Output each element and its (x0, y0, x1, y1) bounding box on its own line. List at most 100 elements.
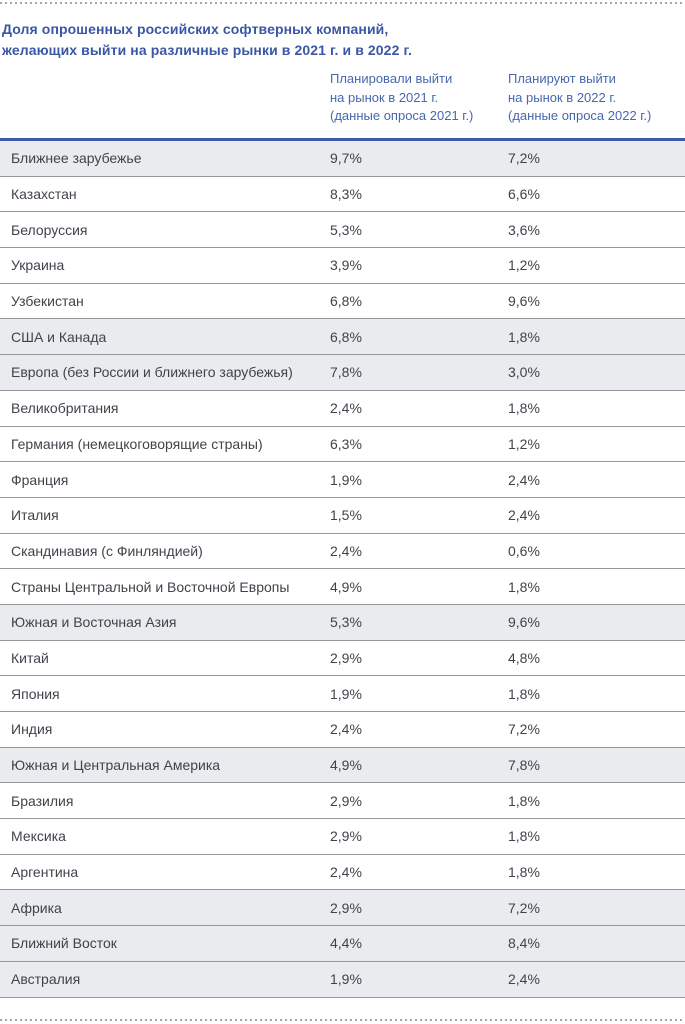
row-value-2021: 6,8% (330, 293, 362, 310)
row-value-2021: 4,9% (330, 578, 362, 595)
table-row: Белоруссия 5,3% 3,6% (0, 212, 685, 249)
row-label: Австралия (11, 971, 81, 988)
row-value-2021: 7,8% (330, 364, 362, 381)
table-row: Индия 2,4% 7,2% (0, 712, 685, 748)
row-label: Мексика (11, 828, 66, 845)
table-row: Африка 2,9% 7,2% (0, 890, 685, 927)
row-value-2022: 4,8% (508, 649, 540, 666)
row-value-2022: 1,8% (508, 828, 540, 845)
column-header-2021-line2: на рынок в 2021 г. (330, 89, 439, 105)
row-value-2021: 5,3% (330, 221, 362, 238)
row-label: Белоруссия (11, 221, 88, 238)
row-value-2021: 1,9% (330, 471, 362, 488)
row-value-2022: 1,8% (508, 864, 540, 881)
row-label: Африка (11, 899, 62, 916)
row-value-2021: 1,9% (330, 685, 362, 702)
row-value-2021: 2,4% (330, 864, 362, 881)
row-value-2021: 3,9% (330, 257, 362, 274)
table-row: Бразилия 2,9% 1,8% (0, 783, 685, 820)
row-label: Франция (11, 471, 69, 488)
row-value-2021: 2,4% (330, 721, 362, 738)
table-row: Южная и Центральная Америка 4,9% 7,8% (0, 747, 685, 784)
column-header-2021: Планировали выйти на рынок в 2021 г. (да… (330, 70, 502, 126)
table-row: Аргентина 2,4% 1,8% (0, 854, 685, 891)
bottom-dotted-divider (0, 1019, 685, 1021)
column-header-2022-line2: на рынок в 2022 г. (508, 89, 617, 105)
row-label: Узбекистан (11, 293, 84, 310)
row-label: Европа (без России и ближнего зарубежья) (11, 364, 293, 381)
row-value-2022: 7,2% (508, 150, 540, 167)
row-value-2022: 3,6% (508, 221, 540, 238)
row-value-2022: 6,6% (508, 186, 540, 203)
row-value-2021: 8,3% (330, 186, 362, 203)
row-value-2022: 1,8% (508, 578, 540, 595)
row-label: Украина (11, 257, 65, 274)
row-label: Италия (11, 507, 59, 524)
row-value-2021: 2,9% (330, 792, 362, 809)
row-value-2021: 4,4% (330, 935, 362, 952)
column-header-2022: Планируют выйти на рынок в 2022 г. (данн… (508, 70, 680, 126)
row-label: Скандинавия (с Финляндией) (11, 542, 203, 559)
row-label: Ближнее зарубежье (11, 150, 142, 167)
table-row: Австралия 1,9% 2,4% (0, 961, 685, 998)
row-value-2021: 5,3% (330, 614, 362, 631)
row-value-2021: 2,9% (330, 828, 362, 845)
row-label: Аргентина (11, 864, 79, 881)
page-title: Доля опрошенных российских софтверных ко… (2, 19, 602, 61)
row-value-2022: 9,6% (508, 293, 540, 310)
row-value-2021: 9,7% (330, 150, 362, 167)
row-label: Страны Центральной и Восточной Европы (11, 578, 290, 595)
row-label: Ближний Восток (11, 935, 117, 952)
page-title-line1: Доля опрошенных российских софтверных ко… (2, 21, 389, 37)
row-value-2021: 2,9% (330, 899, 362, 916)
market-table: Ближнее зарубежье 9,7% 7,2% Казахстан 8,3% 6,… (0, 138, 685, 998)
row-value-2022: 1,8% (508, 792, 540, 809)
table-row: Япония 1,9% 1,8% (0, 676, 685, 712)
row-value-2022: 1,2% (508, 257, 540, 274)
table-row: Украина 3,9% 1,2% (0, 248, 685, 284)
row-value-2022: 7,8% (508, 757, 540, 774)
page-title-line2: желающих выйти на различные рынки в 2021… (2, 42, 412, 58)
table-row: Страны Центральной и Восточной Европы 4,9… (0, 569, 685, 605)
row-value-2022: 1,8% (508, 685, 540, 702)
row-label: Индия (11, 721, 53, 738)
row-value-2021: 4,9% (330, 757, 362, 774)
row-value-2022: 0,6% (508, 542, 540, 559)
row-label: Германия (немецкоговорящие страны) (11, 435, 263, 452)
column-header-2022-line3: (данные опроса 2022 г.) (508, 108, 652, 123)
table-row: Франция 1,9% 2,4% (0, 462, 685, 498)
row-value-2022: 2,4% (508, 971, 540, 988)
table-row: Германия (немецкоговорящие страны) 6,3% 1,… (0, 426, 685, 463)
table-row: Италия 1,5% 2,4% (0, 497, 685, 534)
table-row: Узбекистан 6,8% 9,6% (0, 283, 685, 320)
table-row: Европа (без России и ближнего зарубежья)… (0, 355, 685, 391)
table-row: Великобритания 2,4% 1,8% (0, 390, 685, 427)
row-value-2021: 2,4% (330, 542, 362, 559)
row-label: Великобритания (11, 400, 119, 417)
row-label: Китай (11, 649, 49, 666)
table-row: Ближний Восток 4,4% 8,4% (0, 926, 685, 962)
row-value-2022: 8,4% (508, 935, 540, 952)
table-row: Скандинавия (с Финляндией) 2,4% 0,6% (0, 533, 685, 570)
row-value-2022: 1,2% (508, 435, 540, 452)
row-value-2022: 1,8% (508, 400, 540, 417)
row-label: Южная и Центральная Америка (11, 757, 221, 774)
row-value-2022: 7,2% (508, 899, 540, 916)
top-dotted-divider (0, 2, 685, 4)
column-headers: Планировали выйти на рынок в 2021 г. (да… (0, 70, 685, 130)
row-value-2021: 2,9% (330, 649, 362, 666)
row-label: Бразилия (11, 792, 74, 809)
column-header-2021-line3: (данные опроса 2021 г.) (330, 108, 474, 123)
row-label: Япония (11, 685, 60, 702)
table-row: США и Канада 6,8% 1,8% (0, 319, 685, 356)
table-row: Казахстан 8,3% 6,6% (0, 176, 685, 213)
table-row: Мексика 2,9% 1,8% (0, 819, 685, 855)
row-value-2022: 2,4% (508, 471, 540, 488)
row-value-2022: 1,8% (508, 328, 540, 345)
row-value-2021: 1,9% (330, 971, 362, 988)
row-label: Казахстан (11, 186, 77, 203)
row-value-2022: 2,4% (508, 507, 540, 524)
table-row: Ближнее зарубежье 9,7% 7,2% (0, 141, 685, 177)
row-value-2022: 7,2% (508, 721, 540, 738)
row-label: США и Канада (11, 328, 107, 345)
